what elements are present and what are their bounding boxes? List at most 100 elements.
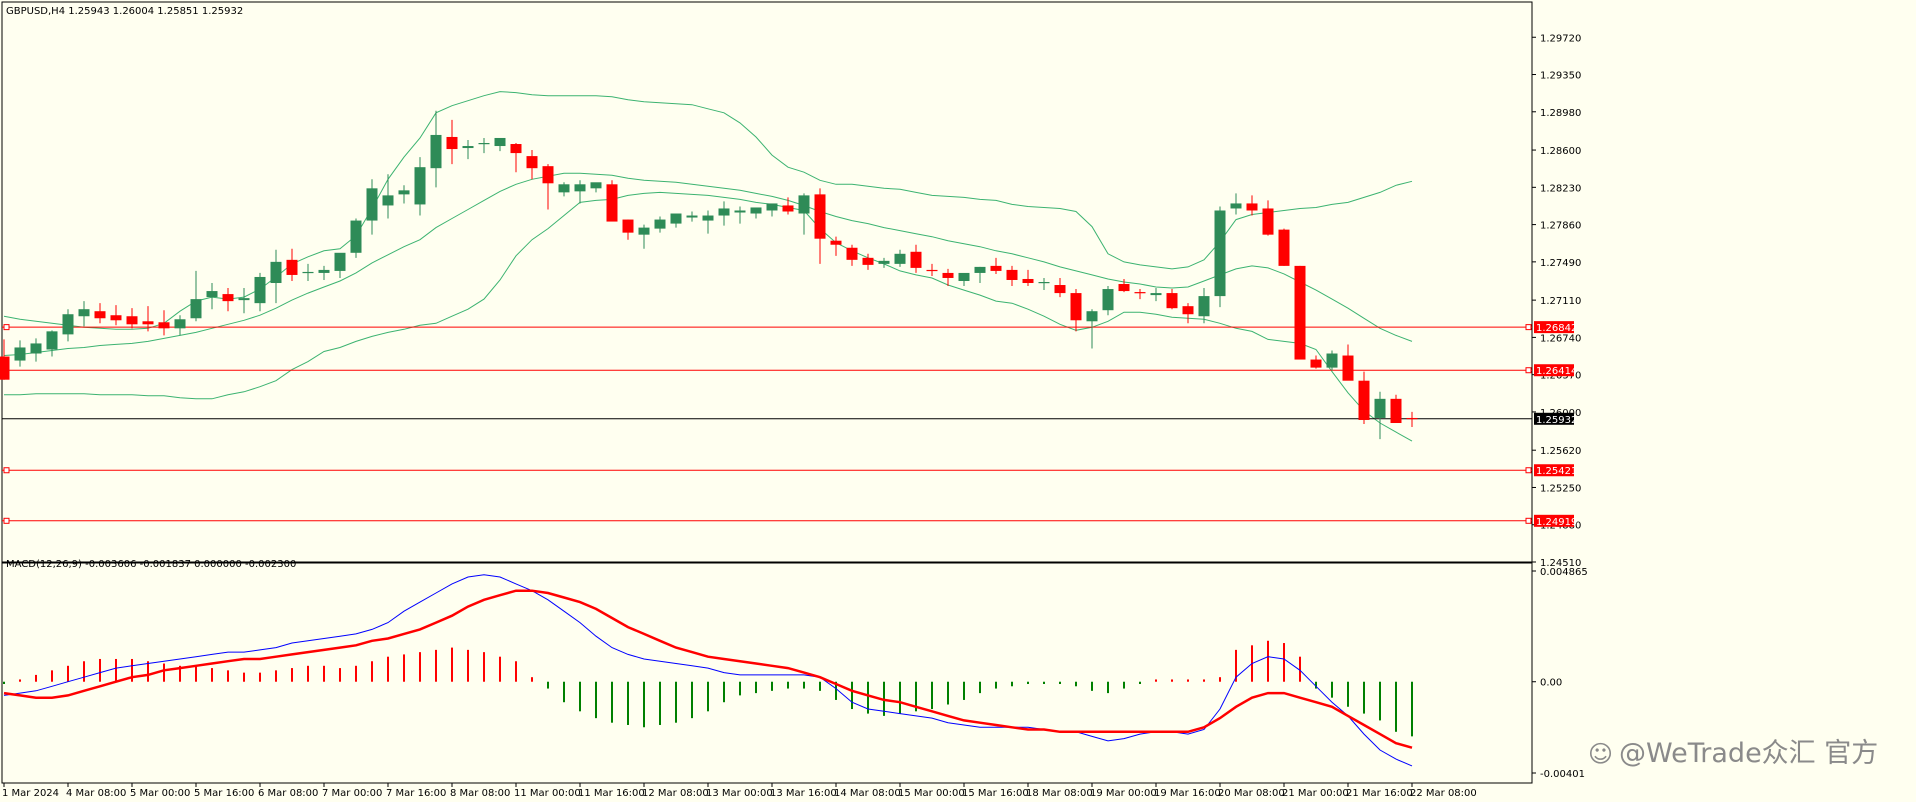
price-pane[interactable] <box>0 1 1533 563</box>
bollinger-lower-line <box>4 191 1413 442</box>
candle-body <box>158 322 170 329</box>
macd-tick-label: -0.00401 <box>1540 769 1585 780</box>
candle-body <box>814 194 826 239</box>
candle-body <box>510 144 522 154</box>
candle-body <box>46 331 58 350</box>
candle-body <box>542 166 554 184</box>
time-tick-label: 21 Mar 00:00 <box>1282 788 1349 798</box>
candle-body <box>798 195 810 214</box>
candle-body <box>654 219 666 229</box>
candle-body <box>462 146 474 149</box>
candle-body <box>1182 306 1194 315</box>
candle-body <box>766 203 778 211</box>
symbol-info-label: GBPUSD,H4 1.25943 1.26004 1.25851 1.2593… <box>6 6 243 17</box>
candle-body <box>1326 353 1338 368</box>
macd-tick-label: 0.00 <box>1540 678 1562 689</box>
price-tick-label: 1.28600 <box>1540 146 1581 157</box>
macd-pane[interactable] <box>1 562 1533 784</box>
candle-body <box>62 314 74 335</box>
price-axis: 1.29720 1.29350 1.28980 1.28600 1.28230 1.278… <box>1532 33 1588 780</box>
level-price-badge <box>1534 364 1574 377</box>
candle-body <box>1342 355 1354 381</box>
current-price-label: 1.25932 <box>1536 415 1577 426</box>
candle-body <box>526 156 538 169</box>
time-tick-label: 19 Mar 16:00 <box>1154 788 1221 798</box>
candle-body <box>974 266 986 273</box>
level-anchor-left <box>3 517 10 524</box>
candle-body <box>1230 203 1242 209</box>
level-price-label: 1.24919 <box>1536 517 1577 528</box>
price-tick-label: 1.25250 <box>1540 483 1581 494</box>
price-pane-border <box>1 1 1533 563</box>
time-tick-label: 15 Mar 00:00 <box>898 788 965 798</box>
time-tick-label: 22 Mar 08:00 <box>1410 788 1477 798</box>
candle-body <box>1358 380 1370 420</box>
candle-body <box>1086 311 1098 322</box>
candle-body <box>702 215 714 221</box>
level-price-label: 1.26414 <box>1536 366 1577 377</box>
candle-body <box>14 347 26 361</box>
macd-tick-label: 0.004865 <box>1540 567 1588 578</box>
candle-body <box>1006 269 1018 280</box>
time-tick-label: 21 Mar 16:00 <box>1346 788 1413 798</box>
level-price-label: 1.26842 <box>1536 323 1577 334</box>
candle-body <box>446 136 458 150</box>
candle-body <box>1118 284 1130 292</box>
price-tick-label: 1.27860 <box>1540 221 1581 232</box>
candle-body <box>254 276 266 304</box>
candle-body <box>1262 208 1274 235</box>
candle-body <box>734 210 746 213</box>
time-tick-label: 20 Mar 08:00 <box>1218 788 1285 798</box>
candle-body <box>302 271 314 274</box>
candle-body <box>782 205 794 212</box>
candle-body <box>318 269 330 273</box>
price-tick-label: 1.29720 <box>1540 33 1581 44</box>
level-price-badge <box>1534 464 1574 477</box>
candle-body <box>878 260 890 264</box>
candle-body <box>558 184 570 193</box>
price-tick-label: 1.29350 <box>1540 71 1581 82</box>
candle-body <box>382 195 394 206</box>
candle-body <box>1406 417 1418 420</box>
candle-body <box>590 182 602 189</box>
time-tick-label: 7 Mar 00:00 <box>322 788 382 798</box>
candle-body <box>238 298 250 301</box>
time-tick-label: 18 Mar 08:00 <box>1026 788 1093 798</box>
candle-body <box>926 269 938 272</box>
candle-body <box>670 213 682 224</box>
time-tick-label: 19 Mar 00:00 <box>1090 788 1157 798</box>
candle-body <box>1054 285 1066 294</box>
time-tick-label: 15 Mar 16:00 <box>962 788 1029 798</box>
time-tick-label: 7 Mar 16:00 <box>386 788 446 798</box>
candle-body <box>126 316 138 325</box>
candle-body <box>1022 278 1034 284</box>
candle-body <box>1214 210 1226 297</box>
price-tick-label: 1.27110 <box>1540 296 1581 307</box>
time-tick-label: 14 Mar 08:00 <box>834 788 901 798</box>
candle-body <box>78 309 90 317</box>
level-anchor-left <box>3 467 10 474</box>
candle-body <box>206 291 218 298</box>
watermark: ☺ @WeTrade众汇 官方 <box>1588 731 1878 770</box>
candle-body <box>174 319 186 329</box>
time-tick-label: 6 Mar 08:00 <box>258 788 318 798</box>
price-tick-label: 1.26740 <box>1540 333 1581 344</box>
level-anchor-right <box>1525 324 1532 331</box>
time-tick-label: 12 Mar 08:00 <box>642 788 709 798</box>
level-price-label: 1.25421 <box>1536 466 1577 477</box>
price-tick-label: 1.27490 <box>1540 258 1581 269</box>
candle-body <box>286 259 298 275</box>
candle-body <box>1310 359 1322 368</box>
candle-body <box>1070 293 1082 321</box>
candle-body <box>110 315 122 321</box>
candle-body <box>366 188 378 221</box>
candle-body <box>990 265 1002 271</box>
time-tick-label: 1 Mar 2024 <box>2 788 59 798</box>
candle-body <box>0 356 10 380</box>
time-tick-label: 4 Mar 08:00 <box>66 788 126 798</box>
level-anchor-right <box>1525 517 1532 524</box>
level-anchor-right <box>1525 367 1532 374</box>
candle-body <box>222 294 234 302</box>
